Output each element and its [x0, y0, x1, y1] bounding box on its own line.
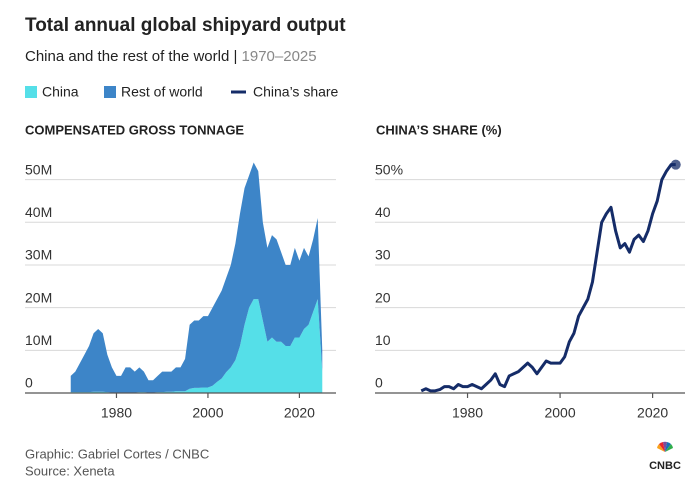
y-tick-label: 20 — [375, 289, 391, 305]
legend-label: China — [42, 84, 79, 100]
legend-label: China’s share — [253, 84, 339, 100]
title: Total annual global shipyard output — [25, 15, 346, 36]
legend: China Rest of world China’s share — [25, 84, 339, 100]
credit: Graphic: Gabriel Cortes / CNBC — [25, 446, 209, 461]
x-tick-label: 1980 — [452, 405, 483, 421]
area — [70, 299, 323, 393]
x-tick-label: 2000 — [544, 405, 575, 421]
x-tick-label: 2020 — [284, 405, 315, 421]
y-tick-label: 40 — [375, 204, 391, 220]
legend-label: Rest of world — [121, 84, 203, 100]
y-tick-label: 10M — [25, 332, 52, 348]
y-tick-label: 0 — [375, 375, 383, 391]
x-tick-label: 1980 — [101, 405, 132, 421]
y-tick-label: 10 — [375, 332, 391, 348]
y-tick-label: 50M — [25, 161, 52, 177]
axis-title: CHINA’S SHARE (%) — [376, 122, 502, 137]
subtitle-period: 1970–2025 — [242, 48, 317, 65]
y-tick-label: 0 — [25, 375, 33, 391]
subtitle-main: China and the rest of the world | — [25, 48, 237, 65]
x-tick-label: 2000 — [192, 405, 223, 421]
source: Source: Xeneta — [25, 463, 115, 478]
y-tick-label: 30 — [375, 247, 391, 263]
logo: CNBC — [649, 441, 681, 472]
subtitle: China and the rest of the world | 1970–2… — [25, 48, 317, 65]
end-dot — [670, 159, 681, 170]
line — [420, 163, 676, 393]
logo-text: CNBC — [649, 460, 681, 472]
legend-swatch — [104, 86, 116, 98]
x-tick-label: 2020 — [637, 405, 668, 421]
y-tick-label: 40M — [25, 204, 52, 220]
y-tick-label: 50% — [375, 161, 403, 177]
legend-swatch — [25, 86, 37, 98]
area — [70, 162, 323, 393]
y-tick-label: 30M — [25, 247, 52, 263]
logo-icon — [657, 441, 673, 452]
y-tick-label: 20M — [25, 289, 52, 305]
axis-title: COMPENSATED GROSS TONNAGE — [25, 122, 244, 137]
